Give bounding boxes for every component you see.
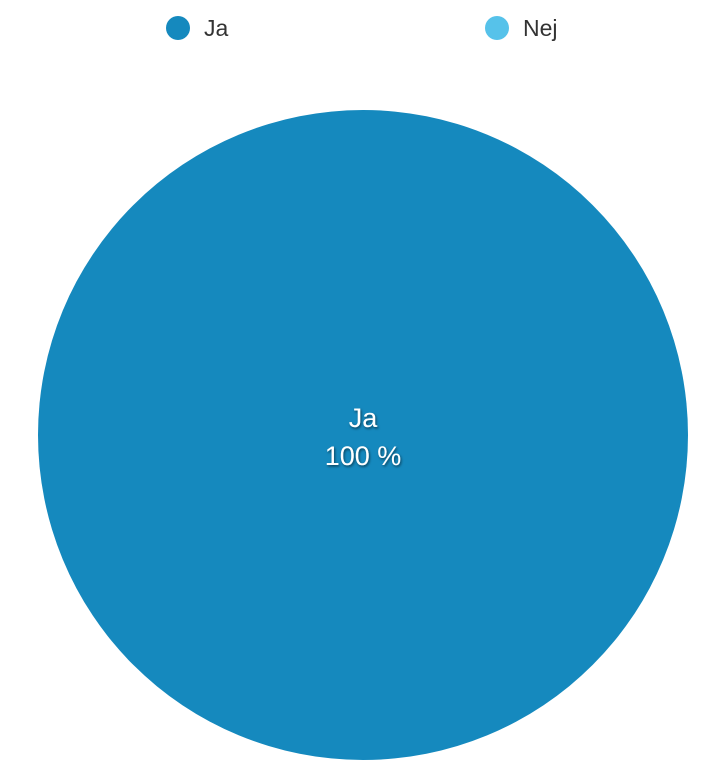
legend-swatch-nej bbox=[485, 16, 509, 40]
legend-swatch-ja bbox=[166, 16, 190, 40]
legend-label-ja: Ja bbox=[204, 14, 229, 41]
legend-label-nej: Nej bbox=[523, 14, 558, 41]
legend: Ja Nej bbox=[0, 12, 724, 44]
legend-item-nej[interactable]: Nej bbox=[485, 12, 558, 44]
slice-label-value-ja: 100 % bbox=[325, 441, 402, 471]
legend-item-ja[interactable]: Ja bbox=[166, 12, 228, 44]
slice-label-name-ja: Ja bbox=[349, 403, 379, 433]
pie-slice-ja[interactable] bbox=[38, 110, 688, 760]
